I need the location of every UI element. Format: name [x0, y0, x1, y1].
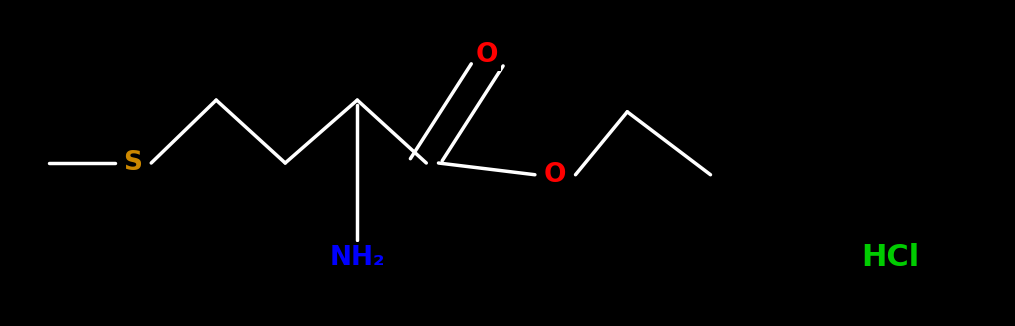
- Text: HCl: HCl: [861, 244, 920, 272]
- Text: O: O: [544, 162, 566, 188]
- Text: O: O: [476, 42, 498, 68]
- Text: NH₂: NH₂: [330, 245, 385, 271]
- Text: S: S: [124, 150, 142, 176]
